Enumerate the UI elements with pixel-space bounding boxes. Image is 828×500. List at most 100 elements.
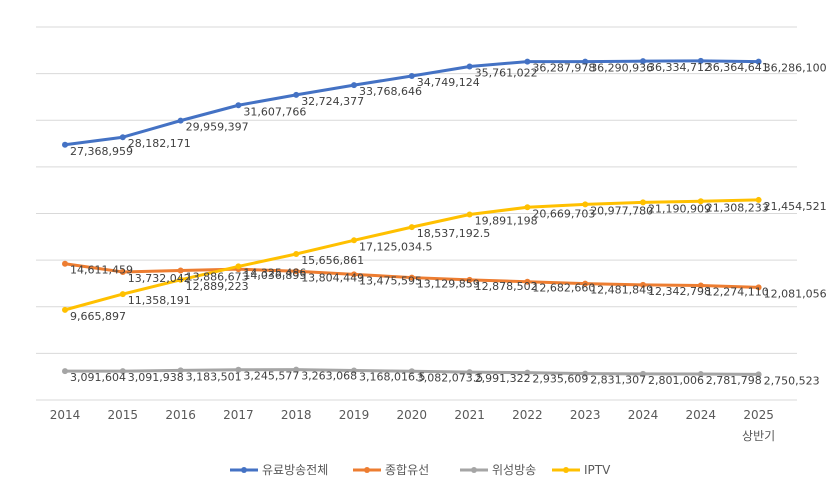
series-lines — [64, 59, 759, 376]
series-points — [62, 57, 762, 378]
data-label: 12,342,798 — [648, 285, 711, 298]
legend-item: 유료방송전체 — [230, 463, 328, 477]
data-label: 14,036,895 — [243, 269, 306, 282]
data-label: 15,656,861 — [301, 254, 364, 267]
x-tick-label: 2023 — [570, 408, 601, 422]
data-label: 17,125,034.5 — [359, 240, 432, 253]
data-point — [351, 237, 357, 244]
data-point — [524, 369, 531, 376]
x-tick-label: 2018 — [281, 408, 312, 422]
data-label: 3,183,501 — [186, 370, 242, 383]
legend-label: 유료방송전체 — [262, 463, 328, 477]
legend: 유료방송전체 종합유선 위성방송 IPTV — [230, 463, 611, 477]
data-point — [119, 291, 126, 298]
legend-item: IPTV — [552, 463, 611, 477]
data-point — [697, 282, 704, 289]
data-label: 11,358,191 — [128, 294, 191, 307]
data-label: 3,263,068 — [301, 370, 357, 383]
data-label: 20,669,703 — [532, 207, 595, 220]
data-point — [177, 117, 184, 124]
gridlines — [36, 26, 797, 401]
data-label: 19,891,198 — [475, 215, 538, 228]
data-label: 21,454,521 — [764, 200, 827, 213]
data-label: 29,959,397 — [186, 121, 249, 134]
data-point — [466, 63, 473, 70]
data-label: 33,768,646 — [359, 85, 422, 98]
data-point — [524, 204, 531, 211]
x-tick-label: 2020 — [397, 408, 428, 422]
data-label: 3,091,604 — [70, 371, 126, 384]
data-label: 2,991,322 — [475, 372, 531, 385]
data-label: 2,801,006 — [648, 374, 704, 387]
data-point — [466, 276, 473, 283]
legend-label: IPTV — [584, 463, 611, 477]
x-tick-label: 2025 — [743, 408, 774, 422]
data-point — [235, 366, 242, 373]
data-point — [755, 284, 762, 291]
data-point — [582, 201, 589, 208]
data-label: 14,611,459 — [70, 264, 133, 277]
data-point — [177, 276, 184, 283]
data-point — [351, 271, 357, 278]
data-point — [755, 58, 762, 65]
data-point — [640, 281, 646, 288]
data-label: 12,274,110 — [706, 286, 769, 299]
data-point — [755, 371, 762, 378]
data-label: 14,325,486 — [243, 266, 306, 279]
data-label: 36,287,978 — [532, 62, 595, 75]
data-point — [351, 367, 357, 374]
legend-swatch-marker — [471, 467, 477, 473]
data-label: 3,245,577 — [243, 370, 299, 383]
data-point — [582, 370, 589, 377]
data-label: 21,190,909 — [648, 202, 711, 215]
x-tick-label: 2014 — [50, 408, 81, 422]
legend-swatch-marker — [364, 467, 370, 473]
data-label: 2,831,307 — [590, 374, 646, 387]
x-tick-label: 2017 — [223, 408, 254, 422]
legend-swatch-marker — [241, 467, 247, 473]
data-point — [697, 371, 704, 378]
x-tick-label: 2016 — [165, 408, 196, 422]
data-point — [524, 278, 531, 285]
data-label: 36,364,641 — [706, 61, 769, 74]
data-label: 27,368,959 — [70, 145, 133, 158]
data-label: 35,761,022 — [475, 67, 538, 80]
data-point — [177, 367, 184, 374]
legend-swatch-marker — [563, 467, 569, 473]
data-point — [640, 370, 646, 377]
data-point — [582, 58, 589, 65]
data-label: 32,724,377 — [301, 95, 364, 108]
data-point — [62, 306, 68, 313]
data-label: 36,286,100 — [764, 62, 827, 75]
x-tick-label: 2024 — [686, 408, 717, 422]
data-point — [351, 82, 357, 89]
x-tick-label: 2024 — [628, 408, 659, 422]
data-point — [177, 267, 184, 274]
x-tick-label: 2019 — [339, 408, 370, 422]
data-label: 12,081,056 — [764, 287, 827, 300]
data-point — [293, 91, 300, 98]
data-point — [293, 268, 300, 275]
data-label: 31,607,766 — [243, 105, 306, 118]
data-label: 13,129,859 — [417, 278, 480, 291]
data-label: 36,290,936 — [590, 62, 653, 75]
data-label: 9,665,897 — [70, 310, 126, 323]
data-point — [62, 260, 68, 267]
data-point — [119, 268, 126, 275]
legend-item: 위성방송 — [460, 463, 536, 477]
data-label: 12,889,223 — [186, 280, 249, 293]
x-tick-label: 2021 — [454, 408, 485, 422]
data-label: 12,481,849 — [590, 284, 653, 297]
data-point — [466, 369, 473, 376]
data-point — [62, 368, 68, 375]
data-point — [408, 224, 415, 231]
data-label: 36,334,712 — [648, 61, 711, 74]
x-tick-sublabel: 상반기 — [742, 429, 775, 443]
data-point — [640, 58, 646, 65]
data-point — [755, 196, 762, 203]
data-label: 2,750,523 — [764, 374, 820, 387]
data-point — [640, 199, 646, 206]
